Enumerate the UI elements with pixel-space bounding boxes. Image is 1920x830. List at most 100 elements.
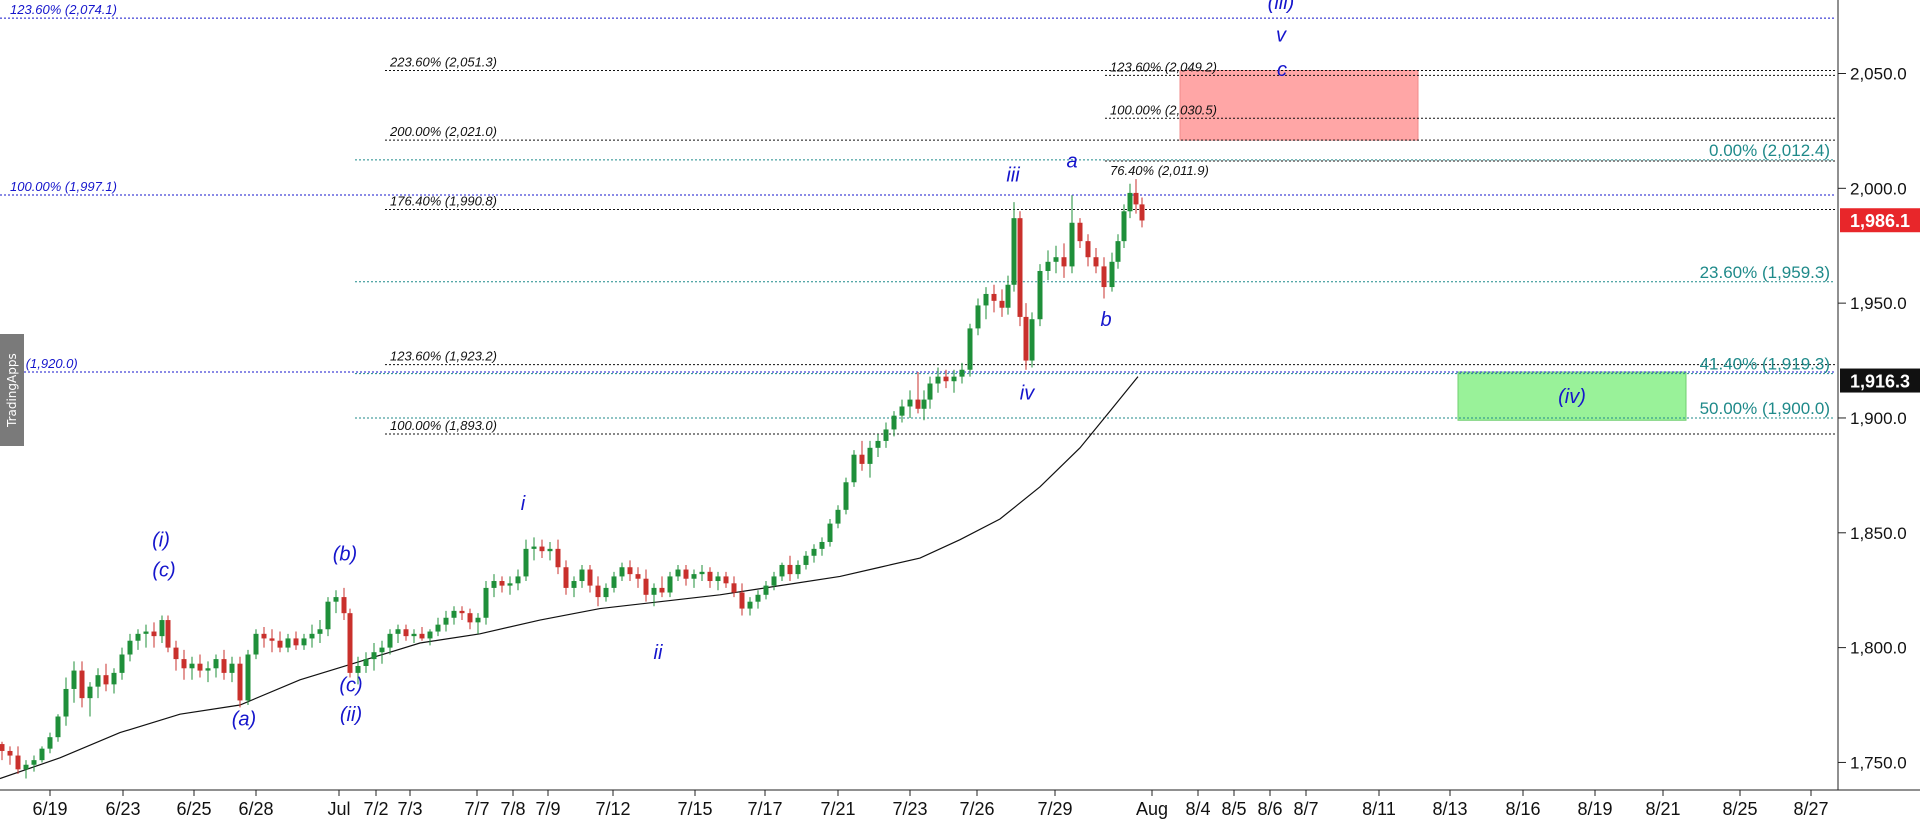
candle-body [55, 716, 61, 738]
candle-body [79, 670, 85, 699]
time-tick-label: 7/7 [464, 799, 489, 819]
price-tick-label: 2,000.0 [1850, 179, 1907, 198]
time-tick-label: 7/23 [892, 799, 927, 819]
candle-body [659, 587, 665, 593]
time-tick-label: 7/9 [535, 799, 560, 819]
candle-body [7, 750, 13, 756]
fib-level-label: 41.40% (1,919.3) [1700, 355, 1830, 374]
candle-body [867, 447, 873, 464]
candle-body [467, 613, 473, 623]
wave-label: (c) [339, 674, 362, 696]
candle-body [603, 587, 609, 598]
time-tick-label: 7/8 [500, 799, 525, 819]
candle-body [23, 764, 29, 770]
candle-body [595, 585, 601, 598]
candle-body [1127, 192, 1133, 212]
candle-body [87, 686, 93, 699]
candle-body [643, 578, 649, 595]
candle-body [523, 548, 529, 577]
candle-body [165, 620, 171, 648]
candle-body [983, 293, 989, 306]
candle-body [459, 610, 465, 614]
zone-label: (iv) [1558, 386, 1586, 408]
wave-label: iii [1006, 164, 1020, 186]
candle-body [999, 300, 1005, 308]
wave-label: (b) [333, 543, 357, 565]
time-tick-label: 8/11 [1362, 799, 1396, 819]
price-marker-box [1840, 368, 1920, 393]
wave-label: i [521, 493, 526, 515]
candle-body [547, 548, 553, 552]
fib-level-label: 123.60% (2,049.2) [1110, 59, 1217, 74]
moving-average [0, 376, 1139, 780]
candle-body [47, 737, 53, 749]
candle-body [253, 633, 259, 655]
candle-body [731, 583, 737, 593]
candle-body [667, 576, 673, 593]
fib-level-label: 100.00% (1,997.1) [10, 179, 117, 194]
fib-level-label: 176.40% (1,990.8) [390, 193, 497, 208]
candle-body [619, 567, 625, 577]
time-tick-label: 8/19 [1577, 799, 1612, 819]
fib-level-label: 76.40% (2,011.9) [1110, 163, 1209, 178]
candle-body [819, 541, 825, 549]
time-tick-label: 8/7 [1293, 799, 1318, 819]
candle-body [277, 640, 283, 648]
fib-level-label: 123.60% (2,074.1) [10, 2, 117, 17]
candle-body [587, 569, 593, 586]
candle-body [411, 633, 417, 637]
time-tick-label: 8/5 [1221, 799, 1246, 819]
candle-body [699, 571, 705, 575]
price-tick-label: 1,900.0 [1850, 409, 1907, 428]
candle-body [967, 328, 973, 370]
wave-label: iv [1020, 383, 1035, 405]
candle-body [635, 574, 641, 579]
fib-level-label: 123.60% (1,923.2) [390, 349, 497, 364]
candle-body [1069, 222, 1075, 267]
highlight-zones: (iv) [1179, 70, 1687, 421]
candle-body [71, 670, 77, 689]
candle-body [1101, 266, 1107, 288]
candle-body [293, 638, 299, 646]
price-tick-label: 1,750.0 [1850, 753, 1907, 772]
candle-body [475, 617, 481, 623]
wave-label: (i) [152, 530, 170, 552]
candle-body [301, 638, 307, 646]
moving-average-line [0, 376, 1139, 780]
candle-body [915, 399, 921, 409]
candle-body [1045, 261, 1051, 271]
candle-body [927, 383, 933, 400]
candle-body [899, 406, 905, 416]
candle-body [651, 587, 657, 595]
fib-level-label: 100.00% (2,030.5) [1110, 102, 1217, 117]
price-tick-label: 2,050.0 [1850, 64, 1907, 83]
wave-label: (c) [152, 559, 175, 581]
candle-body [811, 548, 817, 556]
watermark-label: TradingApps [0, 334, 24, 446]
wave-label: ii [654, 642, 663, 664]
candle-body [1023, 316, 1029, 361]
candle-body [443, 617, 449, 625]
time-tick-label: 8/6 [1257, 799, 1282, 819]
candle-body [875, 440, 881, 448]
fib-level-label: 50.00% (1,900.0) [1700, 399, 1830, 418]
candle-body [795, 564, 801, 575]
time-tick-label: 6/28 [238, 799, 273, 819]
time-tick-label: 7/3 [397, 799, 422, 819]
candle-body [691, 574, 697, 579]
candle-body [555, 548, 561, 568]
candle-body [135, 633, 141, 641]
candle-body [991, 293, 997, 301]
candle-body [151, 631, 157, 637]
candle-body [0, 744, 5, 751]
price-tick-label: 1,950.0 [1850, 294, 1907, 313]
candle-body [197, 663, 203, 671]
time-tick-label: Aug [1136, 799, 1168, 819]
price-tick-label: 1,850.0 [1850, 524, 1907, 543]
candle-body [715, 576, 721, 582]
candle-body [891, 415, 897, 430]
candle-body [935, 376, 941, 384]
candle-body [427, 631, 433, 639]
